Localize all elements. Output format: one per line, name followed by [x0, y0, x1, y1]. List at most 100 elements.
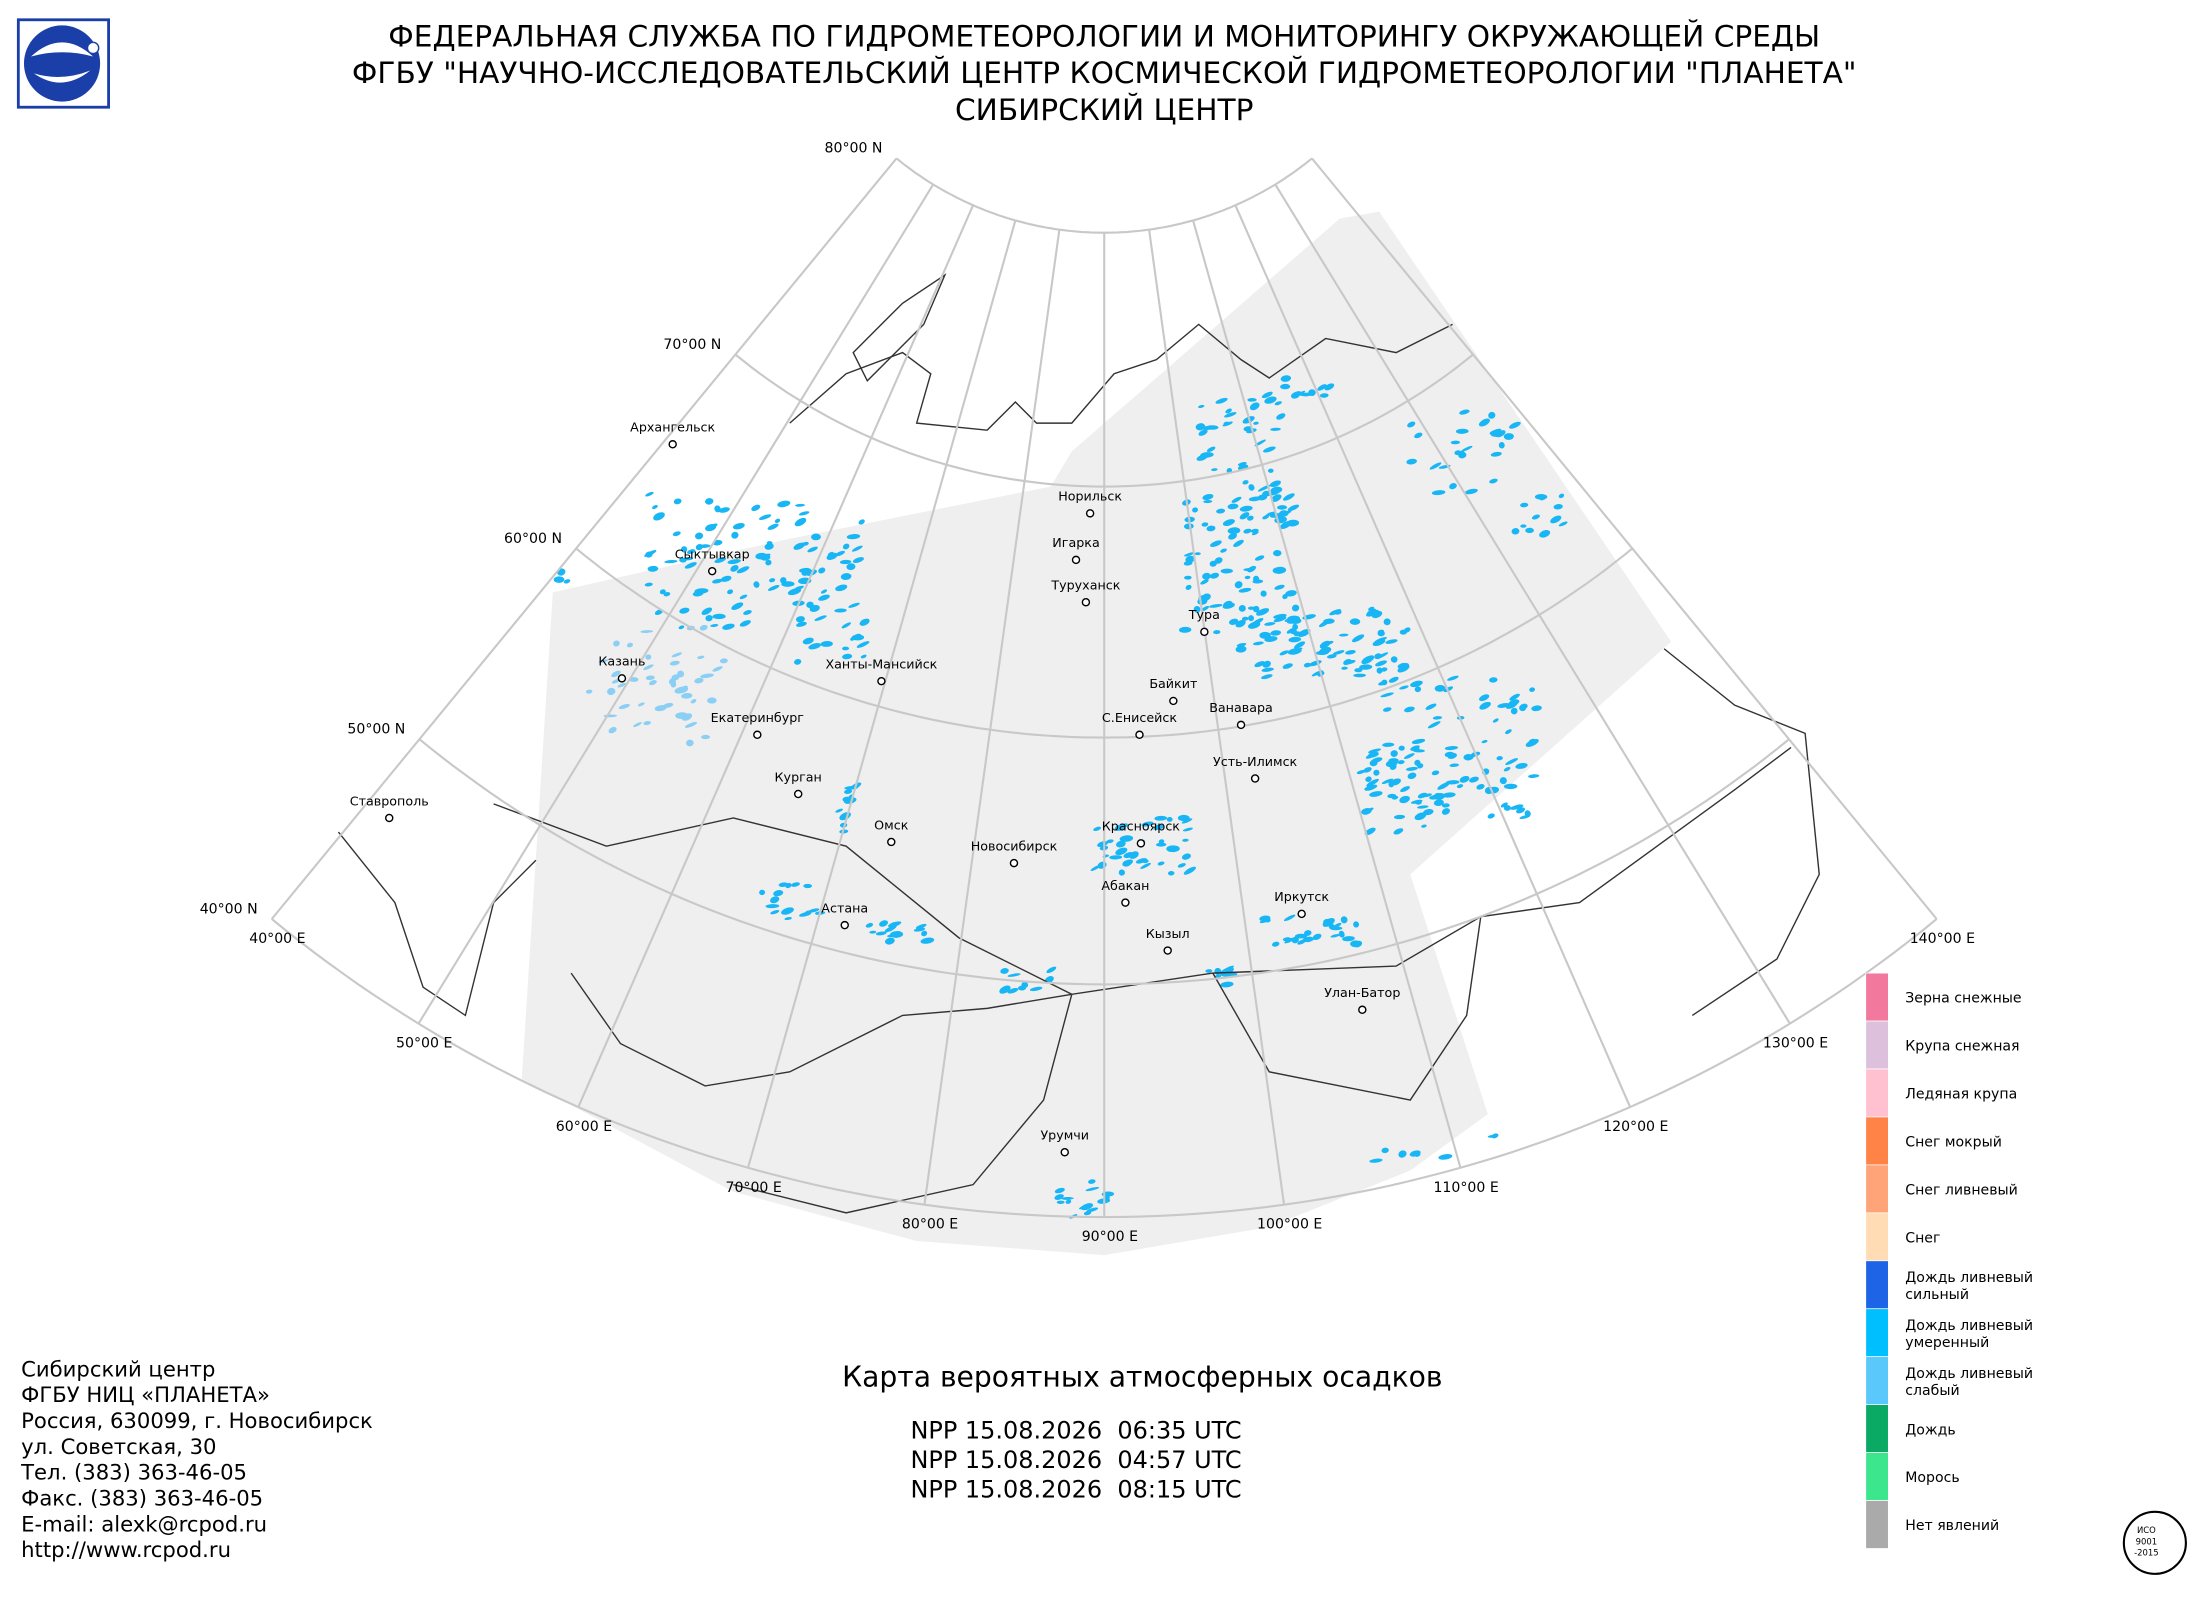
- latitude-label: 50°00 N: [347, 722, 405, 738]
- rain-cell: [701, 607, 713, 615]
- rain-cell: [659, 589, 666, 595]
- city-marker: [753, 730, 762, 740]
- rain-cell: [1286, 519, 1300, 527]
- rain-cell: [731, 602, 744, 610]
- rain-cell: [1479, 694, 1490, 702]
- meridian: [746, 220, 1017, 1169]
- rain-cell: [1487, 813, 1495, 819]
- city-label: Байкит: [1149, 676, 1198, 691]
- rain-cell: [1509, 421, 1521, 429]
- rain-cell: [1243, 567, 1255, 572]
- rain-cell: [644, 582, 653, 587]
- longitude-label: 120°00 E: [1603, 1119, 1668, 1135]
- rain-cell: [1400, 786, 1410, 793]
- rain-cell: [1267, 468, 1274, 473]
- rain-cell: [663, 591, 671, 597]
- rain-cell: [1225, 408, 1232, 414]
- rain-cell: [1479, 701, 1491, 710]
- legend-label: Снег: [1905, 1230, 1940, 1246]
- rain-cell: [1558, 521, 1568, 527]
- rain-cell: [793, 542, 805, 550]
- rain-cell: [722, 623, 735, 630]
- rain-cell: [1397, 664, 1410, 673]
- rain-cell: [1183, 866, 1196, 875]
- rain-cell: [1407, 772, 1417, 780]
- rain-cell: [842, 653, 853, 660]
- rain-cell: [608, 726, 617, 734]
- rain-cell: [1116, 840, 1126, 848]
- rain-cell: [1403, 753, 1415, 759]
- city-label: Ставрополь: [350, 793, 429, 808]
- rain-cell: [844, 789, 853, 794]
- city-label: Курган: [775, 769, 822, 784]
- rain-cell: [1373, 769, 1380, 776]
- longitude-label: 80°00 E: [902, 1217, 958, 1233]
- rain-cell: [1385, 639, 1398, 644]
- rain-cell: [1378, 681, 1387, 686]
- rain-cell: [1206, 525, 1216, 532]
- rain-cell: [697, 655, 705, 660]
- legend-swatch: [1865, 1068, 1889, 1118]
- rain-cell: [1224, 412, 1237, 418]
- city-label: Казань: [598, 654, 645, 669]
- rain-cell: [804, 910, 812, 916]
- rain-cell: [1247, 398, 1257, 402]
- rain-cell: [1539, 496, 1547, 501]
- rain-cell: [1293, 390, 1306, 398]
- longitude-label: 70°00 E: [725, 1180, 781, 1196]
- legend-label: Нет явлений: [1905, 1518, 1999, 1534]
- rain-cell: [695, 544, 703, 551]
- rain-cell: [1421, 824, 1427, 828]
- logo: [16, 18, 110, 109]
- rain-cell: [791, 882, 800, 887]
- rain-cell: [1405, 766, 1418, 771]
- rain-cell: [1380, 667, 1388, 672]
- rain-cell: [1249, 402, 1260, 411]
- rain-cell: [1340, 916, 1348, 924]
- legend-swatch: [1865, 1452, 1889, 1501]
- rain-cell: [1235, 619, 1246, 628]
- rain-cell: [1205, 969, 1213, 973]
- rain-cell: [1490, 431, 1503, 437]
- rain-cell: [1178, 626, 1192, 633]
- rain-cell: [1234, 581, 1243, 589]
- rain-cell: [699, 624, 708, 631]
- city-label: Игарка: [1052, 535, 1099, 550]
- rain-cell: [618, 704, 630, 710]
- longitude-label: 130°00 E: [1763, 1036, 1828, 1052]
- city-label: Иркутск: [1274, 889, 1329, 904]
- rain-cell: [705, 524, 717, 532]
- contact-line: Россия, 630099, г. Новосибирск: [21, 1408, 373, 1433]
- rain-cell: [1444, 745, 1459, 751]
- city-marker: [1136, 839, 1146, 848]
- rain-cell: [1404, 706, 1415, 713]
- rain-cell: [1272, 566, 1287, 574]
- rain-cell: [1292, 623, 1299, 630]
- rain-cell: [1228, 533, 1238, 540]
- meridian: [1234, 204, 1632, 1108]
- rain-cell: [1270, 427, 1281, 431]
- rain-cell: [692, 591, 704, 597]
- rain-cell: [1166, 816, 1173, 822]
- border: [733, 916, 1482, 1214]
- rain-cell: [1254, 555, 1265, 561]
- meridian: [1311, 157, 1938, 920]
- rain-cell: [1244, 575, 1251, 580]
- rain-cell: [1279, 650, 1289, 656]
- rain-cell: [1291, 647, 1303, 653]
- rain-cell: [820, 640, 833, 647]
- rain-cell: [1399, 629, 1408, 635]
- city-label: Норильск: [1058, 489, 1122, 504]
- rain-cell: [1503, 805, 1511, 811]
- rain-cell: [1450, 440, 1461, 445]
- rain-cell: [1123, 852, 1135, 859]
- rain-cell: [1476, 784, 1485, 790]
- rain-cell: [686, 549, 696, 555]
- rain-cell: [1398, 745, 1405, 751]
- rain-cell: [1490, 451, 1502, 457]
- rain-cell: [1437, 782, 1450, 790]
- rain-cell: [852, 557, 864, 563]
- rain-cell: [1203, 499, 1213, 504]
- rain-cell: [1406, 458, 1417, 465]
